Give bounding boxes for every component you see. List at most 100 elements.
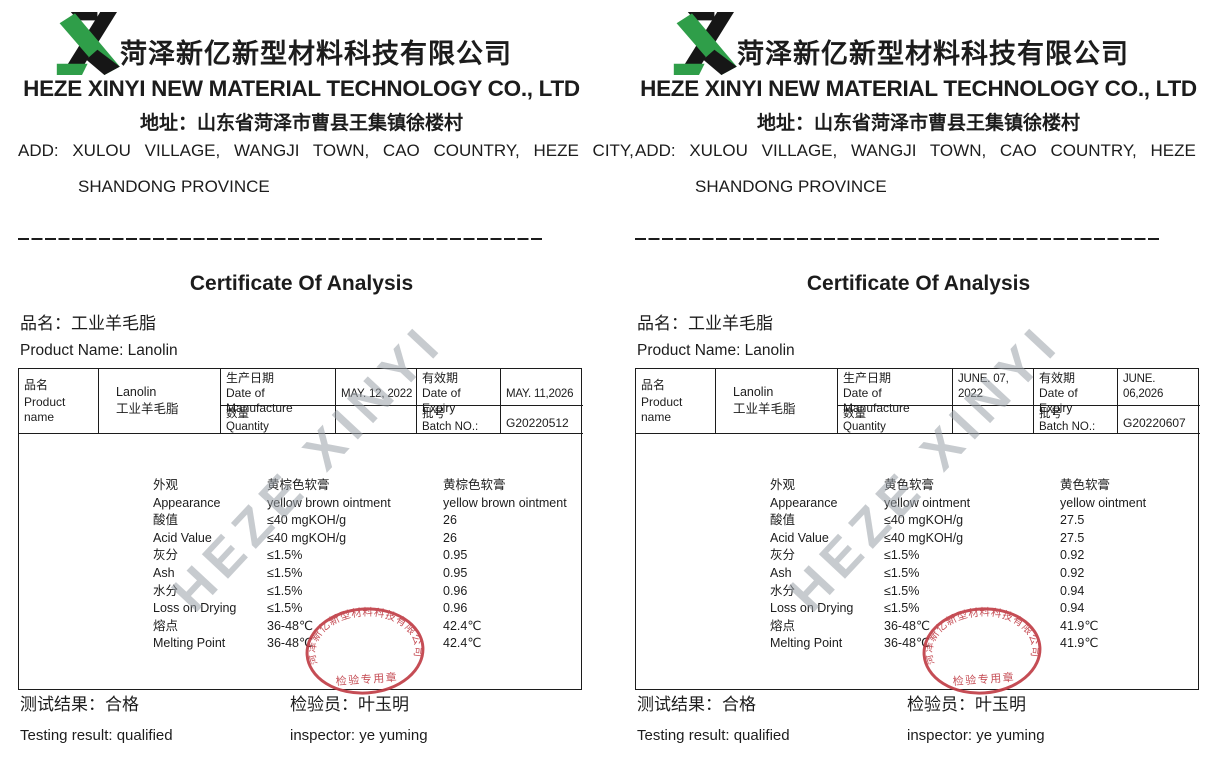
result-value: 42.4℃ (443, 636, 482, 651)
manufacture-date-value: JUNE. 07, 2022 (953, 369, 1034, 406)
stamp-ring-text: 菏泽新亿新型材料科技有限公司 (920, 602, 1043, 667)
batch-label-cn: 批号 (1039, 408, 1062, 420)
manufacture-date-label-en: Date of Manufacture (226, 386, 293, 415)
certificate-left: 菏泽新亿新型材料科技有限公司 HEZE XINYI NEW MATERIAL T… (18, 0, 634, 765)
result-label: 灰分 (770, 548, 796, 563)
product-name-label-en: Product name (24, 394, 66, 424)
results-rows: 外观 黄棕色软膏 黄棕色软膏 Appearance yellow brown ointm… (19, 478, 583, 654)
result-value: 41.9℃ (1060, 636, 1099, 651)
result-spec: yellow ointment (884, 495, 971, 510)
result-line: 酸值 ≤40 mgKOH/g 27.5 (636, 513, 1200, 531)
result-spec: ≤40 mgKOH/g (884, 513, 964, 528)
result-value: 黄色软膏 (1060, 478, 1111, 492)
result-line: Acid Value ≤40 mgKOH/g 26 (19, 531, 583, 549)
result-line: 酸值 ≤40 mgKOH/g 26 (19, 513, 583, 531)
company-name-en: HEZE XINYI NEW MATERIAL TECHNOLOGY CO., … (23, 76, 580, 101)
manufacture-date-label-cell: 生产日期 Date of Manufacture (838, 369, 953, 415)
inspector-en: inspector: ye yuming (290, 727, 428, 744)
inspector-cn: 检验员：叶玉明 (290, 695, 409, 714)
manufacture-date-label-cn: 生产日期 (226, 371, 275, 385)
quantity-value (336, 406, 417, 433)
result-value: 0.95 (443, 548, 468, 563)
address-cn: 地址：山东省菏泽市曹县王集镇徐楼村 (139, 113, 463, 134)
expiry-date-label-en: Date of Expiry (422, 386, 461, 415)
result-line: 外观 黄棕色软膏 黄棕色软膏 (19, 478, 583, 496)
result-line: Loss on Drying ≤1.5% 0.94 (636, 601, 1200, 619)
result-line: Melting Point 36-48℃ 41.9℃ (636, 636, 1200, 654)
result-value: 0.96 (443, 601, 468, 616)
result-spec: 36-48℃ (884, 618, 931, 633)
result-value: yellow brown ointment (443, 495, 567, 510)
result-line: 水分 ≤1.5% 0.96 (19, 584, 583, 602)
result-label: Appearance (153, 495, 221, 510)
analysis-table: 品名 Product name Lanolin 工业羊毛脂 生产日期 Date … (18, 368, 583, 695)
product-name-label-cell: 品名 Product name (636, 369, 716, 433)
certificate-title: Certificate Of Analysis (806, 272, 1031, 295)
result-spec: yellow brown ointment (267, 495, 391, 510)
product-value-en: Lanolin (116, 385, 157, 399)
product-value-cell: Lanolin 工业羊毛脂 (99, 369, 221, 433)
company-logo-x-icon (56, 12, 120, 75)
result-spec: ≤1.5% (267, 565, 303, 580)
product-name-line-cn: 品名：工业羊毛脂 (637, 314, 773, 333)
quantity-value (953, 406, 1034, 433)
header-separator-line (18, 238, 542, 240)
product-name-label-en: Product name (641, 394, 683, 424)
batch-label-cn: 批号 (422, 408, 445, 420)
stamp-bottom-text: 检验专用章 (335, 670, 398, 688)
result-label: 熔点 (153, 618, 179, 633)
manufacture-date-value: MAY. 12, 2022 (336, 369, 417, 406)
result-value: 0.92 (1060, 565, 1085, 580)
result-value: 0.92 (1060, 548, 1085, 563)
testing-result-en: Testing result: qualified (637, 727, 790, 744)
product-name-line-cn: 品名：工业羊毛脂 (20, 314, 156, 333)
testing-result-cn: 测试结果：合格 (637, 695, 756, 714)
result-label: Melting Point (153, 636, 226, 651)
result-spec: ≤40 mgKOH/g (267, 513, 347, 528)
expiry-date-label-en: Date of Expiry (1039, 386, 1078, 415)
result-label: Melting Point (770, 636, 843, 651)
product-name-label-cn: 品名 (24, 377, 49, 392)
product-value-cn: 工业羊毛脂 (733, 402, 796, 416)
result-value: 0.95 (443, 565, 468, 580)
result-spec: 36-48℃ (267, 618, 314, 633)
certificate-title: Certificate Of Analysis (189, 272, 414, 295)
result-value: 27.5 (1060, 530, 1085, 545)
result-value: yellow ointment (1060, 495, 1147, 510)
result-label: 酸值 (153, 513, 179, 528)
expiry-date-label-cell: 有效期 Date of Expiry (1034, 369, 1118, 415)
result-label: 外观 (770, 478, 796, 492)
result-line: 灰分 ≤1.5% 0.95 (19, 548, 583, 566)
inspection-stamp: 菏泽新亿新型材料科技有限公司 检验专用章 (920, 602, 1043, 695)
batch-value: G20220607 (1123, 416, 1186, 430)
result-spec: ≤1.5% (884, 548, 920, 563)
product-name-label-cell: 品名 Product name (19, 369, 99, 433)
company-name-cn: 菏泽新亿新型材料科技有限公司 (120, 39, 512, 69)
result-spec: 36-48℃ (884, 636, 931, 651)
result-line: Acid Value ≤40 mgKOH/g 27.5 (636, 531, 1200, 549)
result-value: 26 (443, 513, 457, 528)
expiry-date-label-cn: 有效期 (422, 371, 459, 385)
quantity-label-en: Quantity (843, 420, 886, 433)
result-value: 26 (443, 530, 457, 545)
results-body-cell: 外观 黄色软膏 黄色软膏 Appearance yellow ointment yello… (636, 433, 1200, 695)
stamp-bottom-text: 检验专用章 (952, 670, 1015, 688)
inspector-en: inspector: ye yuming (907, 727, 1045, 744)
result-value: 0.94 (1060, 583, 1085, 598)
result-line: Ash ≤1.5% 0.92 (636, 566, 1200, 584)
header-separator-line (635, 238, 1159, 240)
batch-label-cell: 批号 Batch NO.: (417, 406, 501, 433)
address-en-line2: SHANDONG PROVINCE (695, 177, 887, 196)
result-value: 黄棕色软膏 (443, 478, 506, 492)
manufacture-date-label-cn: 生产日期 (843, 371, 892, 385)
result-value: 27.5 (1060, 513, 1085, 528)
result-value: 41.9℃ (1060, 618, 1099, 633)
product-value-cell: Lanolin 工业羊毛脂 (716, 369, 838, 433)
result-label: Loss on Drying (153, 601, 237, 616)
results-rows: 外观 黄色软膏 黄色软膏 Appearance yellow ointment yello… (636, 478, 1200, 654)
result-line: 熔点 36-48℃ 41.9℃ (636, 619, 1200, 637)
result-line: Loss on Drying ≤1.5% 0.96 (19, 601, 583, 619)
result-spec: 黄棕色软膏 (267, 478, 330, 492)
expiry-date-label-cell: 有效期 Date of Expiry (417, 369, 501, 415)
result-line: Appearance yellow brown ointment yellow br… (19, 496, 583, 514)
